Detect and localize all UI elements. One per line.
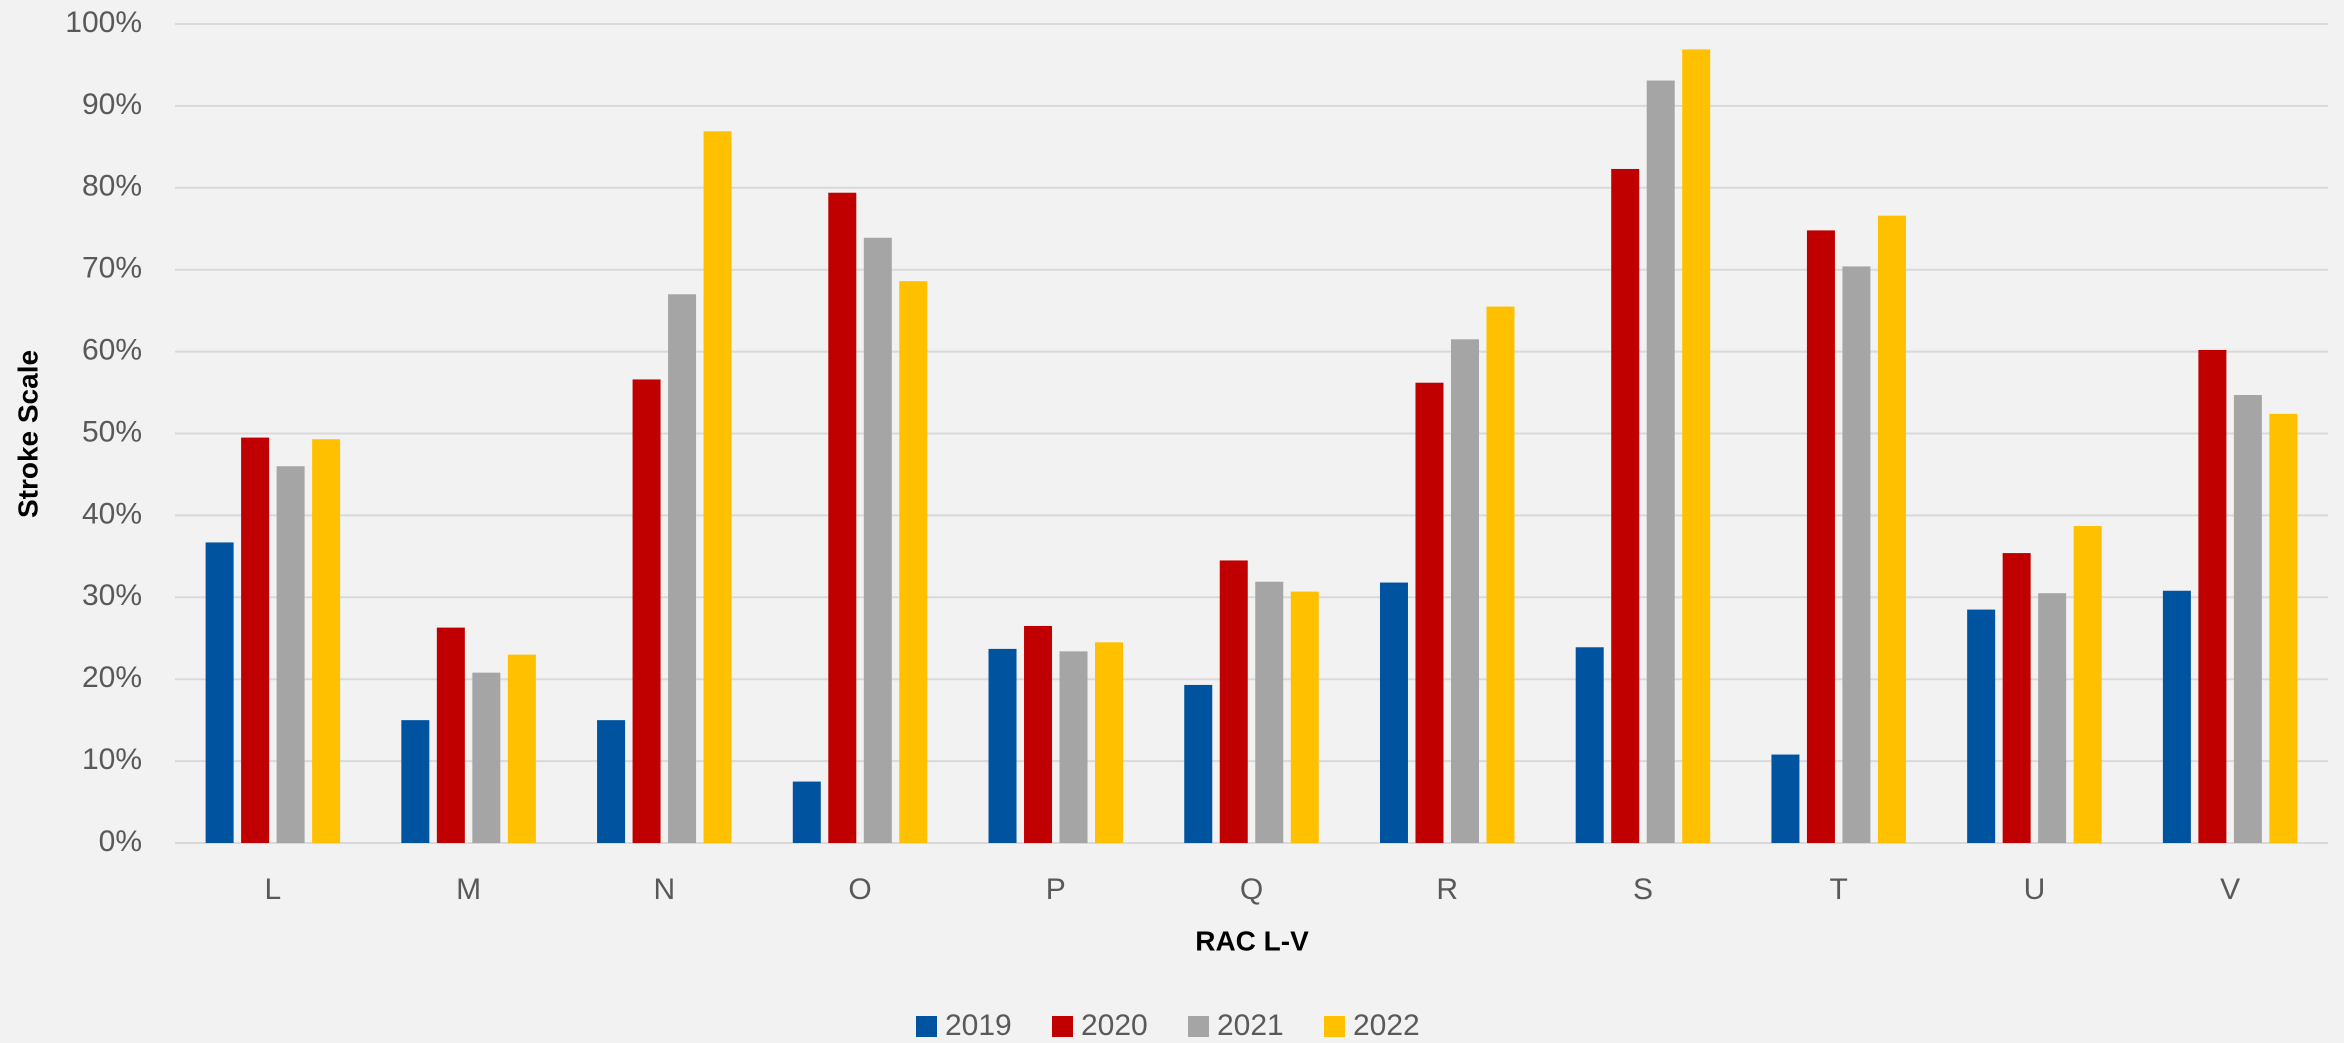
bar	[1059, 651, 1088, 843]
bar	[507, 654, 536, 843]
x-tick-label: Q	[1240, 873, 1263, 906]
bar	[1575, 647, 1604, 843]
x-tick-label: U	[2024, 873, 2046, 906]
bar	[2269, 413, 2298, 843]
x-tick-label: T	[1830, 873, 1848, 906]
y-tick-label: 30%	[82, 579, 142, 612]
bar	[1219, 560, 1248, 843]
x-tick-label: O	[848, 873, 871, 906]
bar	[2198, 349, 2227, 843]
bar	[597, 720, 626, 843]
y-axis-title: Stroke Scale	[12, 350, 43, 518]
bar	[1486, 306, 1515, 843]
bar	[472, 672, 501, 843]
y-tick-label: 0%	[99, 825, 142, 858]
y-tick-label: 60%	[82, 334, 142, 367]
bar	[828, 192, 857, 844]
bar	[1646, 80, 1675, 844]
legend-label: 2019	[945, 1009, 1012, 1042]
y-tick-label: 10%	[82, 743, 142, 776]
bar	[703, 131, 732, 843]
x-tick-label: S	[1633, 873, 1653, 906]
x-axis-title: RAC L-V	[1195, 925, 1309, 956]
bar	[1877, 215, 1906, 843]
y-tick-label: 80%	[82, 170, 142, 203]
x-tick-label: M	[456, 873, 481, 906]
legend-swatch	[916, 1016, 937, 1037]
bar	[1415, 382, 1444, 843]
x-tick-label: L	[265, 873, 282, 906]
bar	[1611, 168, 1640, 843]
bar	[1255, 581, 1284, 843]
bar	[1682, 49, 1711, 844]
bar	[2002, 553, 2031, 843]
y-tick-label: 40%	[82, 497, 142, 530]
bar	[899, 281, 928, 843]
x-tick-label: P	[1046, 873, 1066, 906]
y-tick-label: 100%	[65, 6, 142, 39]
bar	[1771, 754, 1800, 843]
bar	[632, 379, 661, 843]
bar	[436, 627, 465, 843]
legend-swatch	[1052, 1016, 1073, 1037]
bar	[2073, 526, 2102, 843]
y-tick-label: 70%	[82, 252, 142, 285]
bar	[1379, 582, 1408, 843]
legend-swatch	[1324, 1016, 1345, 1037]
bar	[1290, 591, 1319, 843]
bar	[792, 781, 821, 843]
bar	[401, 720, 430, 843]
bar	[988, 648, 1017, 843]
y-tick-label: 20%	[82, 661, 142, 694]
x-tick-label: N	[653, 873, 675, 906]
y-tick-label: 90%	[82, 88, 142, 121]
legend-label: 2020	[1081, 1009, 1148, 1042]
bar	[1842, 266, 1871, 843]
bar	[2233, 395, 2262, 843]
bar	[276, 466, 305, 843]
bar	[1450, 339, 1479, 843]
legend-label: 2021	[1217, 1009, 1284, 1042]
bar	[241, 437, 270, 843]
bar	[1806, 230, 1835, 843]
bar	[205, 542, 234, 843]
bar	[1967, 609, 1996, 843]
x-tick-label: V	[2220, 873, 2240, 906]
bar	[863, 237, 892, 843]
bar	[1024, 625, 1053, 843]
bar	[312, 439, 341, 843]
legend-label: 2022	[1353, 1009, 1420, 1042]
y-tick-label: 50%	[82, 415, 142, 448]
bar	[668, 294, 697, 843]
x-tick-label: R	[1436, 873, 1458, 906]
legend-swatch	[1188, 1016, 1209, 1037]
bar	[2162, 590, 2191, 843]
bar	[2038, 593, 2067, 843]
bar	[1184, 684, 1213, 843]
bar	[1095, 642, 1124, 843]
